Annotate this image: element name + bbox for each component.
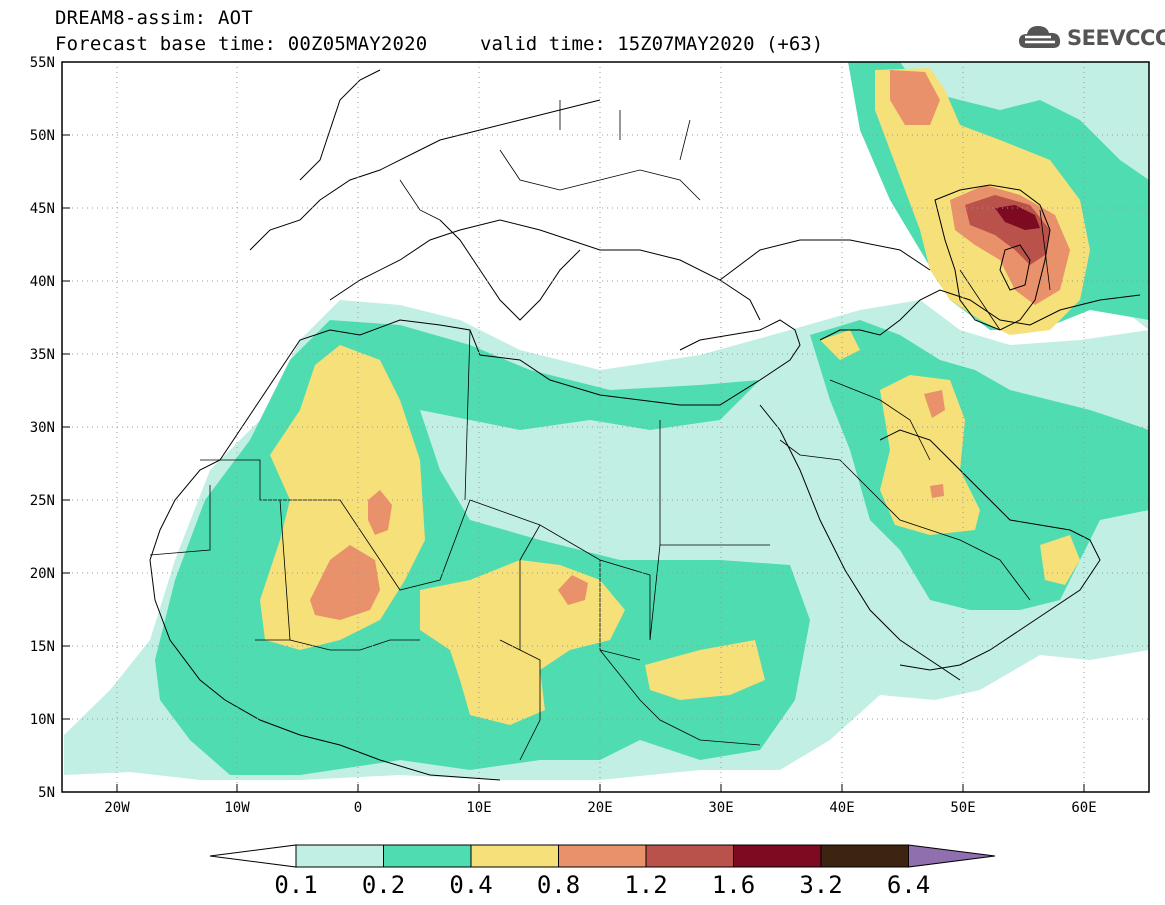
colorbar-label: 3.2 bbox=[799, 871, 842, 899]
lat-label: 45N bbox=[30, 201, 55, 217]
colorbar-label: 1.2 bbox=[624, 871, 667, 899]
colorbar-segment bbox=[733, 844, 822, 868]
lon-label: 20W bbox=[104, 800, 130, 816]
colorbar-label: 6.4 bbox=[887, 871, 930, 899]
colorbar-segment bbox=[295, 844, 384, 868]
country-borders bbox=[149, 100, 1051, 761]
lon-label: 60E bbox=[1071, 800, 1096, 816]
lon-label: 20E bbox=[587, 800, 612, 816]
aot-level-1.6 bbox=[995, 205, 1040, 230]
lon-label: 30E bbox=[708, 800, 733, 816]
lat-labels: 55N 50N 45N 40N 35N 30N 25N 20N 15N 10N … bbox=[30, 55, 55, 801]
coastlines bbox=[149, 69, 1141, 781]
seevccc-logo: SEEVCCC bbox=[1017, 22, 1165, 58]
lat-label: 30N bbox=[30, 420, 55, 436]
lat-label: 5N bbox=[38, 785, 55, 801]
valid-time: valid time: 15Z07MAY2020 (+63) bbox=[480, 33, 824, 55]
lat-label: 25N bbox=[30, 493, 55, 509]
map-title: DREAM8-assim: AOT bbox=[55, 7, 253, 29]
lat-tick-marks bbox=[62, 61, 1085, 793]
colorbar-segment bbox=[645, 844, 734, 868]
colorbar-label: 0.2 bbox=[362, 871, 405, 899]
lat-label: 55N bbox=[30, 55, 55, 71]
lon-label: 40E bbox=[829, 800, 854, 816]
lat-label: 15N bbox=[30, 639, 55, 655]
grid-lines bbox=[62, 62, 1149, 792]
logo-text: SEEVCCC bbox=[1067, 26, 1165, 50]
lon-label: 10W bbox=[224, 800, 250, 816]
colorbar-segment bbox=[209, 844, 297, 868]
lat-label: 35N bbox=[30, 347, 55, 363]
colorbar-label: 0.1 bbox=[274, 871, 317, 899]
lat-label: 50N bbox=[30, 128, 55, 144]
colorbar-segment bbox=[908, 844, 996, 868]
lon-label: 50E bbox=[950, 800, 975, 816]
cloud-icon bbox=[1019, 26, 1061, 48]
lat-label: 10N bbox=[30, 712, 55, 728]
lon-label: 0 bbox=[354, 800, 362, 816]
colorbar-label: 0.4 bbox=[449, 871, 492, 899]
lon-labels: 20W 10W 0 10E 20E 30E 40E 50E 60E bbox=[104, 800, 1096, 816]
colorbar-segment bbox=[470, 844, 559, 868]
lat-label: 40N bbox=[30, 274, 55, 290]
colorbar-label: 1.6 bbox=[712, 871, 755, 899]
colorbar-segment bbox=[820, 844, 909, 868]
colorbar-label: 0.8 bbox=[537, 871, 580, 899]
colorbar-segment bbox=[383, 844, 472, 868]
colorbar: 0.1 0.2 0.4 0.8 1.2 1.6 3.2 6.4 bbox=[209, 844, 996, 899]
aot-shading bbox=[64, 62, 1149, 780]
colorbar-segment bbox=[558, 844, 647, 868]
forecast-base-time: Forecast base time: 00Z05MAY2020 bbox=[55, 33, 428, 55]
lat-label: 20N bbox=[30, 566, 55, 582]
lon-label: 10E bbox=[466, 800, 491, 816]
